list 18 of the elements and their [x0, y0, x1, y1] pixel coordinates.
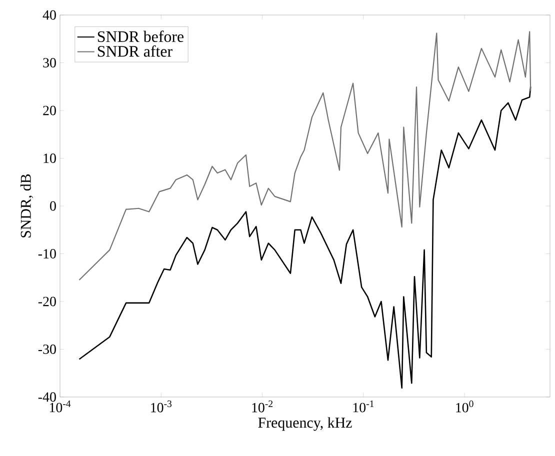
- x-axis-title: Frequency, kHz: [258, 417, 352, 431]
- x-tick-label: 10$^{-3}$: [151, 400, 172, 412]
- y-tick-label: -20: [38, 296, 56, 306]
- y-tick-label: 10: [44, 154, 56, 163]
- y-axis-title: SNDR, dB: [20, 174, 34, 238]
- x-tick-label: 10$^{0}$: [456, 400, 474, 412]
- y-tick-label: -40: [38, 392, 56, 402]
- y-tick-label: -30: [38, 344, 56, 354]
- x-tick-label: 10$^{-1}$: [353, 400, 374, 412]
- legend-label: SNDR after: [98, 45, 172, 57]
- y-tick-label: 30: [43, 58, 56, 68]
- y-tick-label: 0: [50, 201, 56, 211]
- y-tick-label: 40: [42, 10, 56, 20]
- x-tick-label: 10$^{-4}$: [50, 400, 71, 412]
- x-tick-label: 10$^{-2}$: [252, 400, 273, 412]
- y-tick-label: 20: [43, 106, 56, 116]
- y-tick-label: -10: [38, 249, 56, 258]
- legend-label: SNDR before: [98, 30, 184, 42]
